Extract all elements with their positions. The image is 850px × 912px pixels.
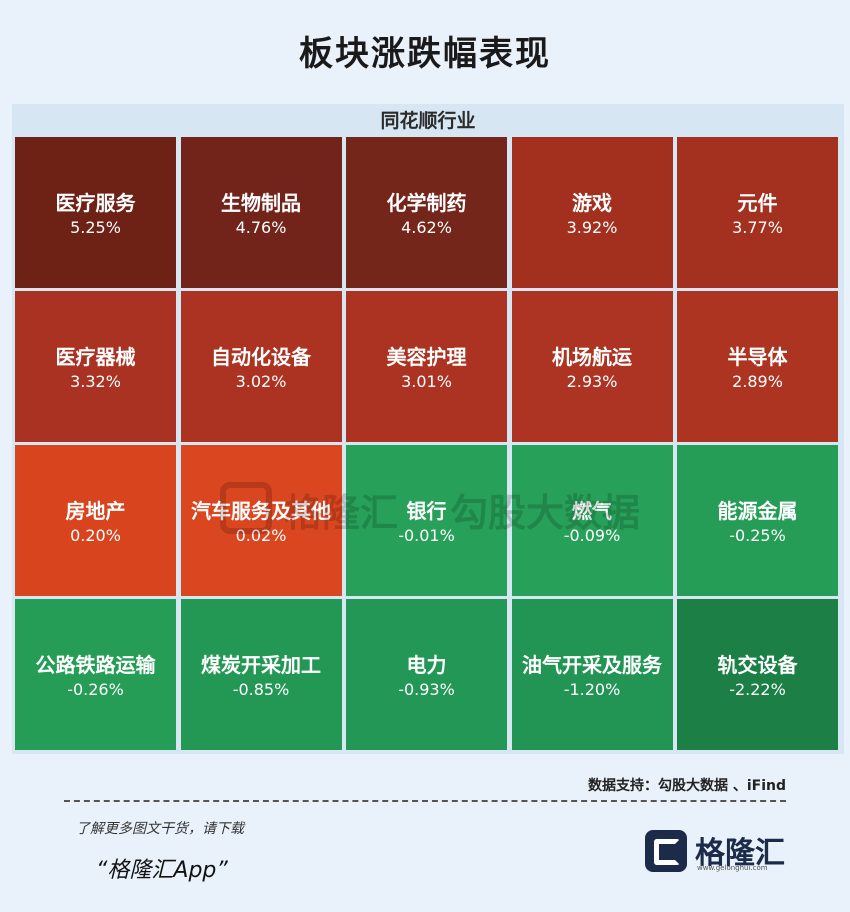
cell-change-pct: -0.01% (398, 526, 455, 545)
cell-sector-name: 医疗服务 (55, 191, 136, 215)
heatmap-header: 同花顺行业 (380, 110, 476, 132)
heatmap-panel: 同花顺行业 医疗服务 5.25% 生物制品 4.76% 化学制药 4.62% 游戏 3.92%… (12, 104, 844, 754)
heatmap-cell: 美容护理 3.01% (346, 291, 507, 442)
brand-url: www.gelonghui.com (697, 864, 768, 872)
heatmap-cell: 电力 -0.93% (346, 599, 507, 750)
cell-change-pct: -1.20% (563, 680, 621, 699)
cell-sector-name: 房地产 (65, 499, 126, 523)
heatmap-cell: 元件 3.77% (677, 137, 838, 288)
cell-sector-name: 油气开采及服务 (522, 653, 662, 677)
cell-sector-name: 半导体 (727, 345, 788, 369)
footer-cta: 了解更多图文干货，请下载 (76, 821, 244, 837)
cell-sector-name: 元件 (737, 191, 778, 215)
heatmap-cell: 生物制品 4.76% (180, 137, 342, 288)
cell-sector-name: 游戏 (572, 191, 612, 215)
cell-sector-name: 燃气 (572, 499, 612, 523)
cell-sector-name: 医疗器械 (55, 345, 136, 369)
divider (64, 800, 786, 802)
cell-change-pct: 5.25% (70, 218, 121, 237)
heatmap-cell: 化学制药 4.62% (346, 137, 507, 288)
cell-sector-name: 化学制药 (386, 191, 467, 215)
data-source: 数据支持：勾股大数据 、iFind (587, 778, 786, 794)
heatmap-cell: 半导体 2.89% (677, 291, 838, 442)
cell-change-pct: 3.02% (235, 372, 287, 391)
brand-name: 格隆汇 (695, 836, 785, 871)
cell-sector-name: 能源金属 (717, 499, 798, 523)
cell-sector-name: 公路铁路运输 (35, 653, 156, 677)
cell-sector-name: 生物制品 (221, 191, 301, 215)
heatmap-cell: 自动化设备 3.02% (180, 291, 342, 442)
cell-change-pct: 0.02% (235, 526, 287, 545)
heatmap-cell: 银行 -0.01% (346, 445, 507, 596)
cell-change-pct: -0.25% (729, 526, 786, 545)
cell-change-pct: -0.93% (398, 680, 455, 699)
cell-sector-name: 美容护理 (386, 345, 467, 369)
cell-sector-name: 煤炭开采加工 (201, 653, 321, 677)
cell-sector-name: 机场航运 (552, 345, 632, 369)
cell-sector-name: 电力 (406, 653, 447, 677)
cell-sector-name: 自动化设备 (211, 345, 311, 369)
heatmap-cell: 房地产 0.20% (15, 445, 176, 596)
brand-logo: 格隆汇 www.gelonghui.com (645, 828, 795, 878)
cell-change-pct: -2.22% (729, 680, 786, 699)
cell-change-pct: -0.85% (232, 680, 290, 699)
cell-change-pct: 0.20% (70, 526, 121, 545)
cell-change-pct: 3.77% (732, 218, 783, 237)
heatmap-cell: 汽车服务及其他 0.02% (180, 445, 342, 596)
cell-change-pct: -0.09% (563, 526, 621, 545)
heatmap-cell: 轨交设备 -2.22% (677, 599, 838, 750)
heatmap-cell: 油气开采及服务 -1.20% (511, 599, 673, 750)
heatmap-cell: 游戏 3.92% (511, 137, 673, 288)
heatmap-cell: 公路铁路运输 -0.26% (15, 599, 176, 750)
page-title: 板块涨跌幅表现 (299, 34, 551, 74)
footer-app-name: “格隆汇App” (96, 858, 228, 883)
cell-change-pct: 2.93% (566, 372, 618, 391)
cell-change-pct: 4.62% (401, 218, 452, 237)
heatmap-cell: 煤炭开采加工 -0.85% (180, 599, 342, 750)
brand-logo-icon (645, 830, 687, 872)
heatmap-cell: 医疗器械 3.32% (15, 291, 176, 442)
cell-sector-name: 汽车服务及其他 (191, 499, 331, 523)
heatmap-cell: 机场航运 2.93% (511, 291, 673, 442)
cell-change-pct: 2.89% (732, 372, 783, 391)
heatmap-cell: 医疗服务 5.25% (15, 137, 176, 288)
cell-change-pct: 3.32% (70, 372, 121, 391)
cell-change-pct: 4.76% (235, 218, 287, 237)
cell-sector-name: 银行 (406, 499, 447, 523)
cell-change-pct: -0.26% (67, 680, 124, 699)
cell-change-pct: 3.01% (401, 372, 452, 391)
heatmap-cell: 能源金属 -0.25% (677, 445, 838, 596)
cell-sector-name: 轨交设备 (717, 653, 798, 677)
cell-change-pct: 3.92% (566, 218, 618, 237)
heatmap-cell: 燃气 -0.09% (511, 445, 673, 596)
